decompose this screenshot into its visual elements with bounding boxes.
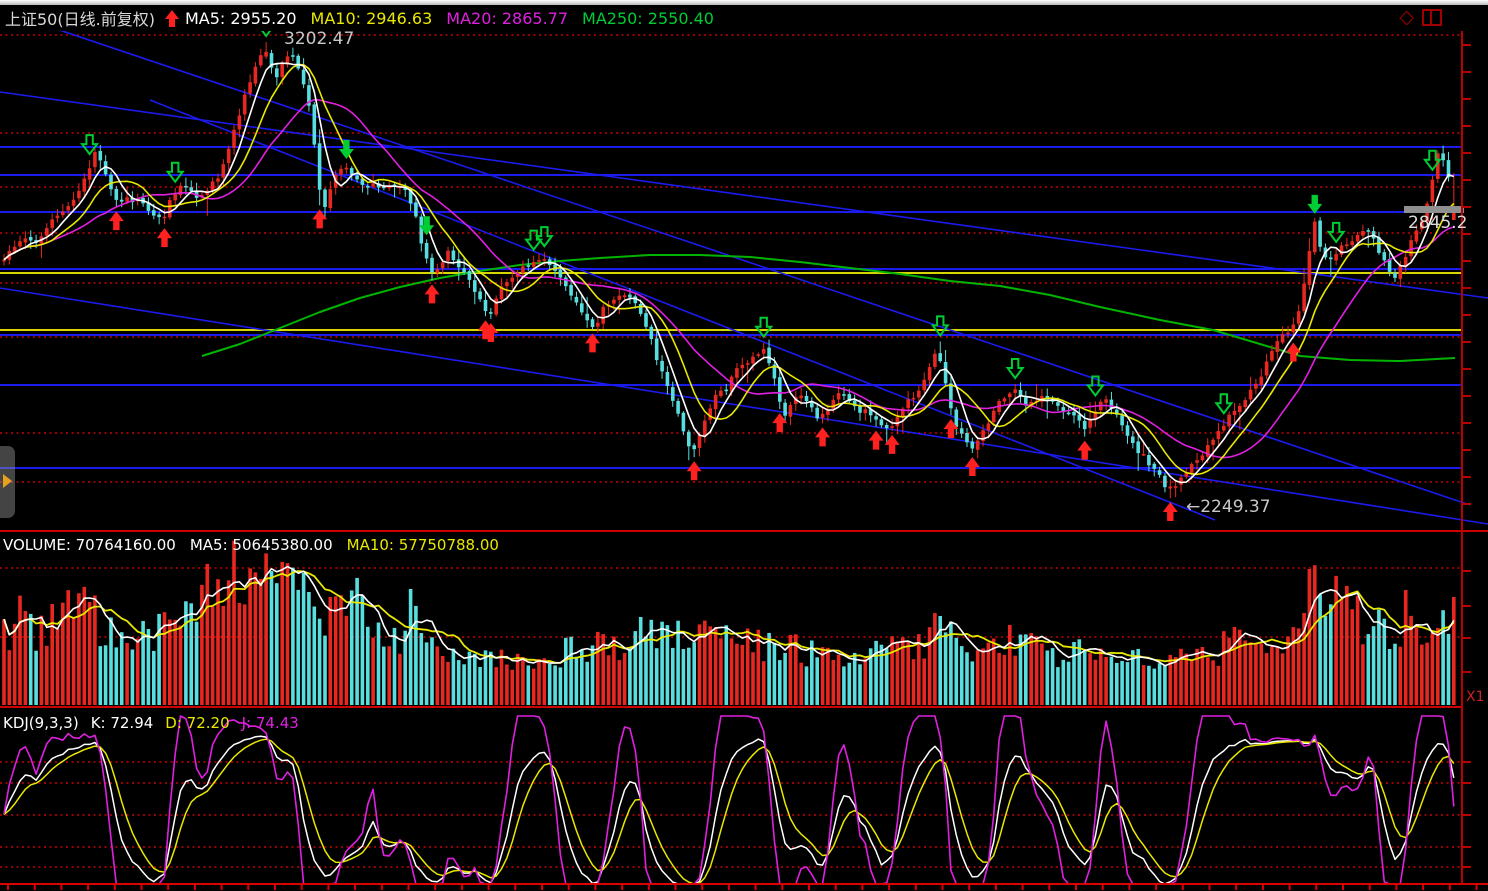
expander-arrow-icon <box>3 474 12 488</box>
kdj-indicator-label: KDJ(9,3,3) <box>3 714 79 732</box>
ma10-label: MA10: 2946.63 <box>310 8 433 28</box>
kdj-header: KDJ(9,3,3) K: 72.94 D: 72.20 J: 74.43 <box>3 714 299 734</box>
symbol-title: 上证50(日线.前复权) <box>5 10 155 29</box>
peak-price-label: 3202.47 <box>284 29 355 49</box>
volume-ma10-label: MA10: 57750788.00 <box>346 536 499 554</box>
ma20-label: MA20: 2865.77 <box>446 8 569 28</box>
volume-value-label: VOLUME: 70764160.00 <box>3 536 176 554</box>
trend-up-arrow-icon <box>164 9 179 27</box>
volume-ma5-label: MA5: 50645380.00 <box>189 536 333 554</box>
window-top-edge <box>0 0 1488 5</box>
right-axis-scale-label: X1 <box>1466 689 1485 705</box>
volume-header: VOLUME: 70764160.00 MA5: 50645380.00 MA1… <box>3 536 499 556</box>
ma5-label: MA5: 2955.20 <box>184 8 297 28</box>
split-window-icon[interactable] <box>1422 8 1442 26</box>
last-price-tag: 2845.2 <box>1408 213 1468 233</box>
chart-title-bar: 上证50(日线.前复权) MA5: 2955.20 MA10: 2946.63 … <box>0 5 1488 31</box>
kdj-d-label: D: 72.20 <box>165 714 230 732</box>
window-icon-group: ◇ <box>1399 6 1442 28</box>
kdj-j-label: J: 74.43 <box>241 714 299 732</box>
ma250-label: MA250: 2550.40 <box>582 8 714 28</box>
diamond-icon[interactable]: ◇ <box>1399 6 1414 28</box>
low-price-label: ←2249.37 <box>1186 497 1271 517</box>
kdj-k-label: K: 72.94 <box>90 714 154 732</box>
left-panel-expander[interactable] <box>0 446 15 518</box>
